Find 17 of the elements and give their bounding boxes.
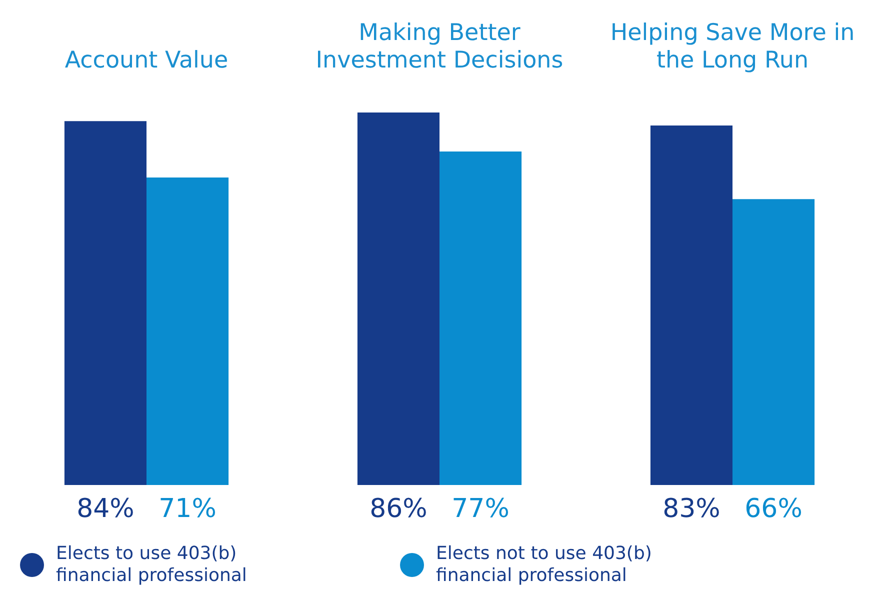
x-tick-label: Making Better Investment Decisions <box>316 20 564 74</box>
data-label: 84% <box>76 494 134 524</box>
bar <box>732 199 815 485</box>
data-label: 71% <box>158 494 216 524</box>
legend-label: Elects to use 403(b) financial professional <box>56 543 248 587</box>
data-label: 77% <box>452 494 510 524</box>
bar <box>64 121 146 485</box>
bar <box>650 126 732 485</box>
bar <box>440 152 522 485</box>
legend-label: Elects not to use 403(b) financial professional <box>436 543 653 587</box>
x-tick-label: Helping Save More in the Long Run <box>610 20 855 74</box>
bar <box>146 177 229 485</box>
x-tick-label: Account Value <box>64 47 228 74</box>
data-label: 66% <box>744 494 802 524</box>
data-label: 83% <box>662 494 720 524</box>
data-label: 86% <box>370 494 428 524</box>
bar <box>357 112 440 485</box>
